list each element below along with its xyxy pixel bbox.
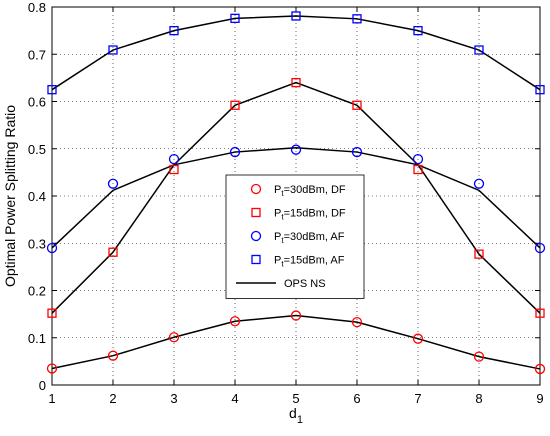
x-tick-label: 8: [475, 391, 482, 406]
series-markers: [46, 11, 546, 375]
x-tick-label: 5: [292, 391, 299, 406]
data-point-s4-1: [47, 85, 57, 95]
y-tick-label: 0.7: [28, 47, 46, 62]
x-tick-label: 6: [353, 391, 360, 406]
data-point-s1-9: [534, 363, 546, 375]
y-tick-label: 0.3: [28, 236, 46, 251]
series-lines: [51, 15, 541, 370]
legend-label-ops-ns: OPS NS: [284, 278, 326, 290]
ops-ns-line-4: [51, 15, 541, 91]
ops-ns-line-1: [51, 314, 541, 370]
x-axis-label: d1: [289, 405, 303, 426]
data-point-s2-7: [413, 164, 423, 175]
data-point-s3-8: [473, 178, 485, 189]
ops-ns-line-3: [51, 147, 541, 249]
data-point-s1-3: [168, 332, 180, 343]
data-point-s2-8: [474, 249, 484, 259]
legend: Pt=30dBm, DF Pt=15dBm, DF Pt=30dBm, AF Pt=1…: [225, 174, 365, 299]
y-axis-label: Optimal Power Splitting Ratio: [2, 105, 18, 287]
x-tick-label: 1: [48, 391, 55, 406]
y-tick-label: 0: [39, 378, 46, 393]
data-point-s3-7: [412, 153, 424, 165]
data-point-s4-9: [535, 85, 545, 95]
data-point-s4-6: [352, 14, 362, 24]
legend-label-1: Pt=30dBm, DF: [274, 184, 346, 198]
data-point-s3-9: [534, 242, 546, 254]
data-point-s1-8: [473, 351, 485, 362]
legend-marker-3: [250, 230, 262, 242]
data-point-s1-7: [412, 333, 424, 344]
data-point-s3-2: [107, 178, 119, 189]
legend-label-2: Pt=15dBm, DF: [274, 208, 346, 222]
x-tick-label: 7: [414, 391, 421, 406]
data-point-s1-2: [107, 350, 119, 361]
y-tick-label: 0.5: [28, 142, 46, 157]
data-point-s4-3: [169, 25, 179, 36]
y-tick-label: 0.6: [28, 95, 46, 110]
x-tick-label: 9: [536, 391, 543, 406]
data-point-s3-6: [351, 146, 363, 158]
data-point-s2-4: [230, 100, 240, 110]
legend-label-4: Pt=15dBm, AF: [274, 255, 345, 269]
axes: [51, 6, 541, 386]
legend-marker-2: [251, 207, 261, 218]
data-point-s2-2: [108, 247, 118, 257]
legend-box: [225, 174, 365, 299]
x-tick-label: 2: [109, 391, 116, 406]
data-point-s3-3: [168, 153, 180, 165]
x-tick-label: 3: [170, 391, 177, 406]
y-tick-label: 0.4: [28, 189, 46, 204]
x-tick-label: 4: [231, 391, 238, 406]
legend-marker-1: [250, 183, 262, 195]
x-tick-labels: 1 2 3 4 5 6 7 8 9: [48, 391, 543, 406]
data-point-s1-6: [351, 317, 363, 328]
y-tick-labels: 0 0.1 0.2 0.3 0.4 0.5 0.6 0.7 0.8: [28, 0, 46, 393]
y-tick-label: 0.8: [28, 0, 46, 15]
data-point-s4-7: [413, 25, 423, 36]
legend-label-3: Pt=30dBm, AF: [274, 231, 345, 245]
data-point-s4-8: [474, 45, 484, 55]
data-point-s2-5: [291, 77, 301, 88]
data-point-s3-4: [229, 146, 241, 158]
data-point-s2-6: [352, 100, 362, 110]
y-tick-label: 0.1: [28, 331, 46, 346]
data-point-s3-1: [46, 242, 58, 254]
data-point-s2-3: [169, 164, 179, 175]
data-point-s4-5: [291, 11, 301, 21]
legend-marker-4: [251, 254, 261, 265]
ops-ns-line-2: [51, 81, 541, 314]
data-point-s4-2: [108, 45, 118, 55]
data-point-s2-1: [47, 308, 57, 318]
data-point-s3-5: [290, 144, 302, 155]
data-point-s4-4: [230, 13, 240, 23]
data-point-s1-1: [46, 363, 58, 374]
y-tick-label: 0.2: [28, 284, 46, 299]
data-point-s2-9: [535, 308, 545, 318]
data-point-s1-5: [290, 310, 302, 321]
data-point-s1-4: [229, 316, 241, 327]
